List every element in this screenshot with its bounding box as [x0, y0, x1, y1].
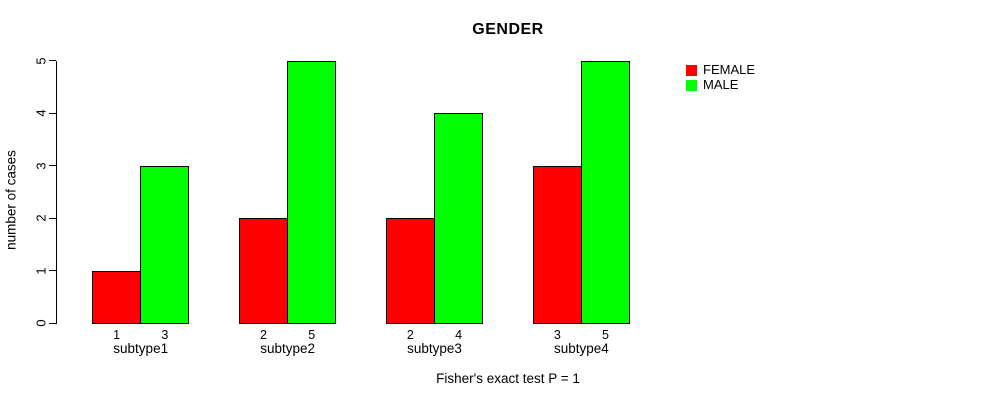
- bar-value-label: 2: [406, 327, 414, 342]
- bar-male-subtype4: [580, 60, 631, 324]
- legend-label: FEMALE: [703, 62, 756, 77]
- y-tick-label: 1: [33, 266, 49, 275]
- legend-item-male: MALE: [686, 77, 755, 92]
- legend-swatch-female: [686, 64, 697, 76]
- bar-value-label: 4: [455, 327, 463, 342]
- y-axis-tick: [49, 60, 56, 61]
- y-tick-label: 5: [33, 56, 49, 65]
- y-tick-label: 4: [33, 109, 49, 117]
- legend-item-female: FEMALE: [686, 62, 756, 77]
- bar-female-subtype1: [92, 270, 142, 324]
- caption-fishers-exact-test: Fisher's exact test P = 1: [436, 371, 580, 386]
- legend-label: MALE: [703, 77, 739, 92]
- bar-value-label: 2: [260, 327, 267, 342]
- y-tick-label: 3: [33, 161, 49, 170]
- y-axis-tick: [49, 112, 56, 114]
- category-label-subtype4: subtype4: [553, 341, 609, 356]
- bar-value-label: 1: [113, 327, 121, 342]
- y-tick-label: 0: [33, 319, 49, 327]
- bar-female-subtype3: [385, 218, 435, 324]
- bar-female-subtype2: [238, 218, 289, 324]
- category-label-subtype1: subtype1: [113, 341, 169, 356]
- legend: FEMALE MALE: [686, 62, 756, 92]
- bar-female-subtype4: [532, 165, 582, 324]
- bar-male-subtype1: [140, 165, 190, 324]
- y-axis-tick: [49, 322, 56, 324]
- category-label-subtype2: subtype2: [260, 341, 315, 356]
- bar-value-label: 5: [602, 327, 609, 342]
- category-label-subtype3: subtype3: [407, 341, 462, 356]
- y-axis-tick: [49, 165, 56, 166]
- y-axis-line: [56, 60, 57, 324]
- legend-swatch-male: [686, 79, 697, 91]
- bar-male-subtype2: [287, 60, 337, 324]
- bar-value-label: 3: [161, 327, 169, 342]
- y-axis-tick: [49, 217, 56, 219]
- chart-title: GENDER: [472, 21, 544, 38]
- bar-value-label: 3: [553, 327, 561, 342]
- bar-male-subtype3: [434, 113, 484, 324]
- y-tick-label: 2: [33, 214, 49, 222]
- bar-value-label: 5: [308, 327, 316, 342]
- y-axis-tick: [49, 270, 56, 271]
